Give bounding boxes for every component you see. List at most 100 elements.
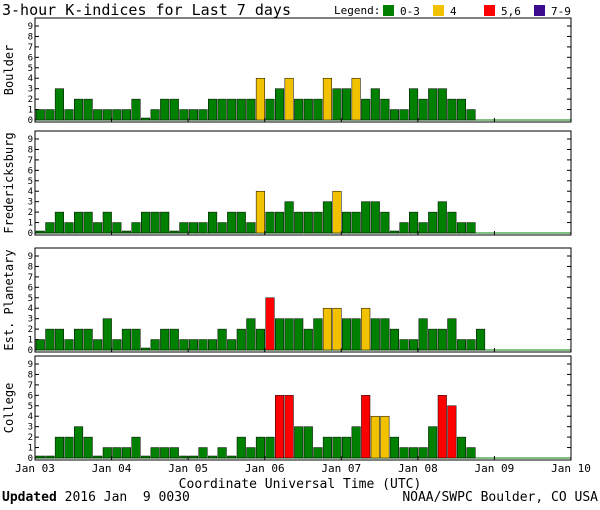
k-bar	[227, 98, 237, 121]
k-bar	[342, 318, 352, 351]
k-bar	[45, 222, 55, 234]
y-tick-label: 0	[28, 116, 33, 126]
k-bar	[447, 98, 457, 121]
y-tick-label: 6	[28, 283, 33, 293]
k-bar	[399, 447, 409, 459]
k-bar	[294, 318, 304, 351]
y-tick-label: 4	[28, 74, 33, 84]
k-bar	[179, 339, 189, 351]
panel-label: Est. Planetary	[2, 249, 16, 350]
k-bar	[141, 347, 151, 351]
k-bar	[188, 109, 198, 121]
k-bar	[275, 318, 285, 351]
k-bar	[313, 98, 323, 121]
k-bar	[179, 222, 189, 234]
k-bar	[399, 222, 409, 234]
y-tick-label: 8	[28, 370, 33, 380]
y-tick-label: 6	[28, 391, 33, 401]
k-bar	[361, 307, 371, 351]
k-bar	[275, 88, 285, 121]
k-bar	[35, 109, 45, 121]
k-bar	[93, 109, 103, 121]
k-bar	[169, 447, 179, 459]
k-bar	[409, 211, 419, 234]
k-bar	[418, 447, 428, 459]
k-bar	[121, 328, 131, 351]
k-bar	[64, 222, 74, 234]
k-bar	[150, 447, 160, 459]
y-tick-label: 2	[28, 208, 33, 218]
k-bar	[64, 339, 74, 351]
k-bar	[275, 211, 285, 234]
k-bar	[64, 109, 74, 121]
k-bar	[255, 77, 265, 121]
y-tick-label: 8	[28, 145, 33, 155]
k-bar	[131, 436, 141, 459]
y-tick-label: 7	[28, 273, 33, 283]
k-bar	[342, 436, 352, 459]
k-bar	[217, 98, 227, 121]
k-bar	[389, 109, 399, 121]
y-tick-label: 7	[28, 381, 33, 391]
k-bar	[332, 190, 342, 234]
k-bar	[284, 395, 294, 459]
k-bar	[322, 77, 332, 121]
k-bar	[284, 318, 294, 351]
k-bar	[437, 88, 447, 121]
k-bar	[255, 436, 265, 459]
panel-frame	[34, 355, 572, 461]
updated-timestamp: Updated 2016 Jan 9 0030	[2, 490, 190, 505]
x-tick-label: Jan 03	[15, 462, 55, 475]
k-bar	[121, 447, 131, 459]
k-bar	[74, 426, 84, 459]
k-bar	[380, 211, 390, 234]
k-bar	[322, 201, 332, 234]
k-bar	[389, 328, 399, 351]
k-bar	[456, 436, 466, 459]
k-bar	[447, 405, 457, 459]
k-bar	[54, 328, 64, 351]
k-bar	[121, 109, 131, 121]
k-bar	[74, 211, 84, 234]
k-bar	[160, 98, 170, 121]
k-bar	[150, 109, 160, 121]
legend-swatch-0	[383, 5, 394, 16]
k-bar	[188, 455, 198, 459]
k-bar	[351, 318, 361, 351]
x-tick-label: Jan 05	[168, 462, 208, 475]
k-bar	[141, 455, 151, 459]
credit-text: NOAA/SWPC Boulder, CO USA	[402, 490, 598, 505]
k-bar	[160, 211, 170, 234]
k-bar	[399, 109, 409, 121]
k-bar	[236, 98, 246, 121]
y-tick-label: 5	[28, 177, 33, 187]
k-bar	[447, 211, 457, 234]
k-bar	[284, 77, 294, 121]
y-tick-label: 2	[28, 433, 33, 443]
k-bar	[342, 88, 352, 121]
k-bar	[389, 230, 399, 234]
k-bar	[466, 447, 476, 459]
k-bar	[227, 455, 237, 459]
k-bar	[428, 426, 438, 459]
legend-item-label: 0-3	[400, 5, 420, 18]
k-bar	[208, 339, 218, 351]
k-bar	[198, 109, 208, 121]
k-bar	[198, 339, 208, 351]
k-bar	[456, 98, 466, 121]
k-bar	[141, 211, 151, 234]
k-bar	[313, 447, 323, 459]
k-bar	[179, 109, 189, 121]
legend-label: Legend:	[334, 4, 380, 17]
legend-item-label: 4	[450, 5, 457, 18]
legend-item-label: 5,6	[501, 5, 521, 18]
k-bar	[35, 339, 45, 351]
x-axis-label: Coordinate Universal Time (UTC)	[179, 477, 422, 492]
k-bar	[112, 222, 122, 234]
k-bar	[64, 436, 74, 459]
legend-swatch-2	[484, 5, 495, 16]
k-bar	[169, 230, 179, 234]
k-bar	[303, 328, 313, 351]
k-bar	[35, 230, 45, 234]
